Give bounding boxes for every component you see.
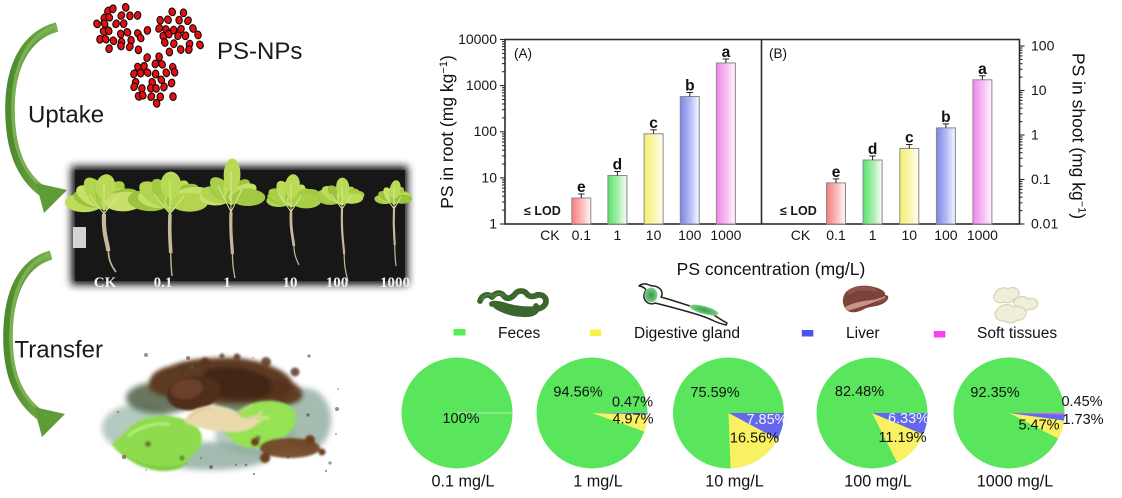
svg-text:Liver: Liver: [846, 325, 880, 342]
svg-text:10000: 10000: [458, 31, 497, 47]
svg-text:0.1: 0.1: [826, 227, 846, 243]
svg-text:≤ LOD: ≤ LOD: [524, 204, 561, 218]
svg-text:Uptake: Uptake: [28, 102, 104, 129]
svg-text:100%: 100%: [442, 411, 479, 427]
svg-text:10: 10: [902, 227, 918, 243]
svg-text:1: 1: [1031, 127, 1039, 143]
svg-text:e: e: [832, 164, 841, 181]
svg-text:(A): (A): [514, 46, 532, 61]
svg-text:1000: 1000: [967, 227, 998, 243]
svg-text:d: d: [868, 141, 877, 158]
svg-text:PS concentration (mg/L): PS concentration (mg/L): [677, 259, 866, 279]
svg-text:1000: 1000: [466, 77, 497, 93]
svg-text:6.33%: 6.33%: [888, 411, 929, 427]
svg-text:10: 10: [646, 227, 662, 243]
svg-text:1.73%: 1.73%: [1062, 412, 1103, 428]
svg-text:100: 100: [678, 227, 702, 243]
svg-text:d: d: [613, 157, 622, 174]
svg-text:a: a: [978, 61, 987, 78]
svg-text:4.97%: 4.97%: [612, 412, 653, 428]
svg-text:b: b: [685, 78, 694, 95]
svg-text:a: a: [722, 44, 731, 61]
svg-text:10: 10: [1031, 82, 1047, 98]
svg-text:PS in root (mg kg−1): PS in root (mg kg−1): [437, 55, 457, 209]
svg-text:75.59%: 75.59%: [690, 385, 739, 401]
svg-text:10: 10: [283, 275, 298, 291]
svg-text:7.85%: 7.85%: [746, 412, 787, 428]
svg-text:1: 1: [869, 227, 877, 243]
svg-text:1000: 1000: [380, 275, 410, 291]
svg-text:0.1: 0.1: [1031, 171, 1051, 187]
svg-text:CK: CK: [540, 227, 560, 243]
svg-text:CK: CK: [791, 227, 811, 243]
svg-text:100: 100: [1031, 38, 1055, 54]
svg-text:0.45%: 0.45%: [1061, 394, 1102, 410]
svg-text:100: 100: [474, 123, 498, 139]
svg-text:1: 1: [614, 227, 622, 243]
svg-text:10 mg/L: 10 mg/L: [705, 473, 764, 491]
svg-text:16.56%: 16.56%: [730, 431, 779, 447]
svg-text:82.48%: 82.48%: [835, 384, 884, 400]
svg-text:(B): (B): [769, 46, 787, 61]
svg-text:Transfer: Transfer: [15, 337, 103, 364]
svg-text:100 mg/L: 100 mg/L: [844, 473, 912, 491]
svg-text:0.1: 0.1: [154, 275, 173, 291]
svg-text:1000 mg/L: 1000 mg/L: [977, 473, 1054, 491]
svg-text:1000: 1000: [710, 227, 741, 243]
svg-text:0.1: 0.1: [572, 227, 592, 243]
svg-text:Digestive gland: Digestive gland: [634, 325, 740, 342]
svg-text:0.01: 0.01: [1031, 216, 1058, 232]
svg-text:c: c: [905, 130, 914, 147]
svg-text:11.19%: 11.19%: [878, 430, 926, 446]
svg-text:100: 100: [934, 227, 958, 243]
svg-text:1: 1: [489, 216, 497, 232]
svg-text:≤ LOD: ≤ LOD: [780, 204, 817, 218]
svg-text:1 mg/L: 1 mg/L: [573, 473, 623, 491]
svg-text:b: b: [941, 109, 950, 126]
svg-text:0.47%: 0.47%: [612, 395, 653, 411]
svg-text:e: e: [577, 179, 586, 196]
svg-text:PS in shoot (mg kg−1): PS in shoot (mg kg−1): [1069, 53, 1089, 219]
svg-text:CK: CK: [94, 275, 117, 291]
svg-text:92.35%: 92.35%: [970, 385, 1019, 401]
svg-text:Feces: Feces: [498, 325, 540, 342]
svg-text:5.47%: 5.47%: [1018, 418, 1059, 434]
svg-text:10: 10: [481, 169, 497, 185]
svg-text:c: c: [649, 115, 658, 132]
svg-text:100: 100: [326, 275, 349, 291]
svg-text:PS-NPs: PS-NPs: [217, 38, 302, 65]
svg-text:1: 1: [223, 275, 231, 291]
svg-text:94.56%: 94.56%: [553, 385, 602, 401]
svg-text:0.1 mg/L: 0.1 mg/L: [432, 473, 495, 491]
svg-text:Soft tissues: Soft tissues: [977, 325, 1057, 342]
